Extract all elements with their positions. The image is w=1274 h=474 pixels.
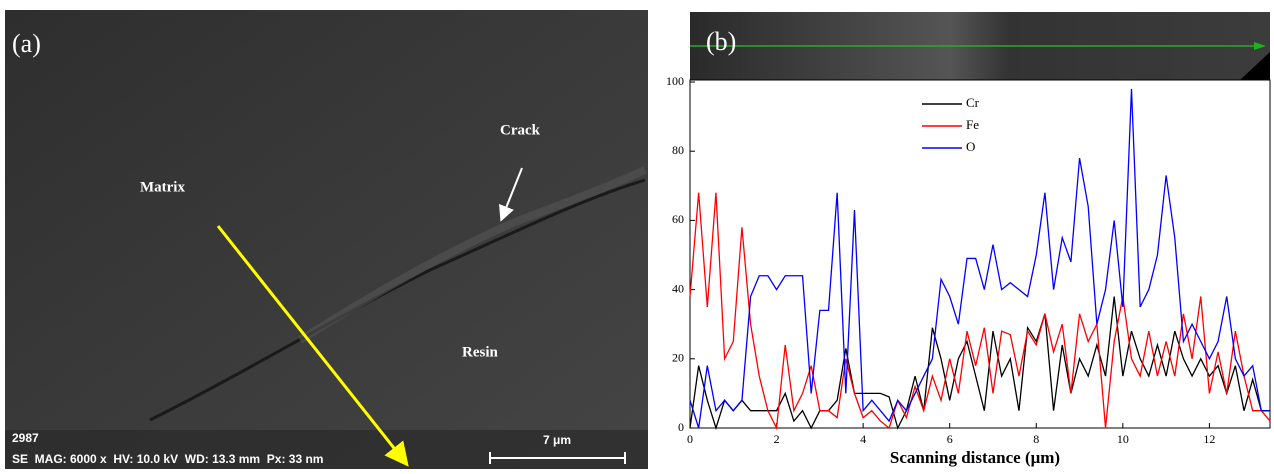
- x-axis-title: Scanning distance (μm): [890, 448, 1060, 467]
- x-tick-label: 4: [860, 432, 866, 446]
- legend-label: Cr: [966, 95, 980, 110]
- data-line: [689, 296, 1270, 431]
- annotation: Resin: [462, 344, 498, 360]
- x-tick-label: 12: [1203, 432, 1215, 446]
- y-tick-label: 20: [672, 351, 684, 365]
- y-tick-label: 60: [672, 212, 684, 226]
- x-tick-label: 0: [687, 432, 693, 446]
- info-bar: SE MAG: 6000 x HV: 10.0 kV WD: 13.3 mm P…: [12, 452, 323, 466]
- y-tick-label: 80: [672, 143, 684, 157]
- annotation: Matrix: [140, 179, 185, 195]
- y-tick-label: 0: [678, 420, 684, 434]
- x-tick-label: 10: [1117, 432, 1129, 446]
- sem-image: [5, 10, 648, 469]
- y-tick-label: 100: [666, 74, 684, 88]
- plot-frame: [689, 79, 1271, 429]
- line-scan-image: [690, 12, 1270, 80]
- x-tick-label: 2: [774, 432, 780, 446]
- x-tick-label: 8: [1033, 432, 1039, 446]
- x-tick-label: 6: [947, 432, 953, 446]
- image-id: 2987: [12, 431, 39, 445]
- legend-label: Fe: [966, 117, 979, 132]
- legend-label: O: [966, 139, 975, 154]
- panel-label: (a): [12, 29, 41, 58]
- data-line: [689, 88, 1270, 429]
- y-tick-label: 40: [672, 281, 684, 295]
- scale-bar-label: 7 μm: [543, 433, 571, 447]
- data-line: [689, 192, 1271, 431]
- annotation: Crack: [500, 122, 541, 138]
- panel-label: (b): [706, 27, 736, 56]
